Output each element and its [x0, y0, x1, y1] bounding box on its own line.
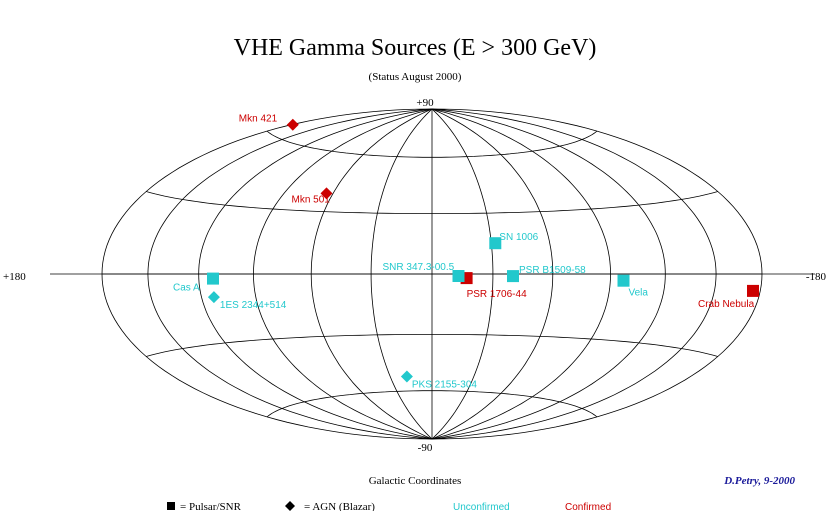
legend-diamond-label: = AGN (Blazar) — [304, 501, 375, 511]
legend-square-icon — [167, 502, 175, 510]
source-label: PKS 2155-304 — [412, 380, 477, 391]
credit-text: D.Petry, 9-2000 — [723, 475, 795, 487]
source-diamond-marker — [286, 118, 299, 131]
source-square-marker — [507, 270, 519, 283]
source-square-marker — [452, 270, 465, 282]
source-diamond-marker — [320, 187, 333, 200]
legend-square-label: = Pulsar/SNR — [180, 501, 242, 511]
legend-unconfirmed-label: Unconfirmed — [453, 502, 510, 511]
parallel-line — [266, 130, 598, 158]
parallel-line — [266, 390, 598, 418]
axis-label-left: +180 — [3, 271, 26, 283]
source-label: Crab Nebula — [698, 299, 755, 310]
source-square-marker — [617, 274, 630, 287]
chart-subtitle: (Status August 2000) — [369, 71, 462, 83]
source-label: Cas A — [173, 283, 200, 294]
source-diamond-marker — [207, 291, 220, 304]
legend-diamond-icon — [285, 501, 295, 511]
source-label: PSR B1509-58 — [519, 265, 586, 276]
x-axis-label: Galactic Coordinates — [369, 475, 462, 487]
source-square-marker — [489, 237, 502, 250]
legend: = Pulsar/SNR = AGN (Blazar) Unconfirmed … — [167, 501, 611, 511]
source-label: Mkn 421 — [239, 114, 278, 125]
axis-label-right: -180 — [806, 271, 827, 283]
source-square-marker — [207, 272, 219, 285]
axis-label-bottom: -90 — [418, 442, 433, 454]
source-label: PSR 1706-44 — [467, 289, 527, 300]
parallel-line — [146, 334, 718, 357]
source-label: SNR 347.3-00.5 — [383, 262, 455, 273]
parallel-line — [146, 191, 718, 214]
source-label: Vela — [629, 288, 649, 299]
source-label: 1ES 2344+514 — [220, 300, 287, 311]
axis-label-top: +90 — [416, 97, 434, 109]
source-square-marker — [747, 284, 759, 297]
source-label: Mkn 501 — [292, 194, 331, 205]
source-markers: Mkn 421 Mkn 501 PSR 1706-44 Crab Nebula 1ES … — [173, 114, 759, 391]
coordinate-grid — [50, 108, 815, 440]
source-diamond-marker — [400, 370, 413, 383]
source-label: SN 1006 — [499, 232, 538, 243]
legend-confirmed-label: Confirmed — [565, 502, 611, 511]
chart-title: VHE Gamma Sources (E > 300 GeV) — [234, 35, 597, 61]
